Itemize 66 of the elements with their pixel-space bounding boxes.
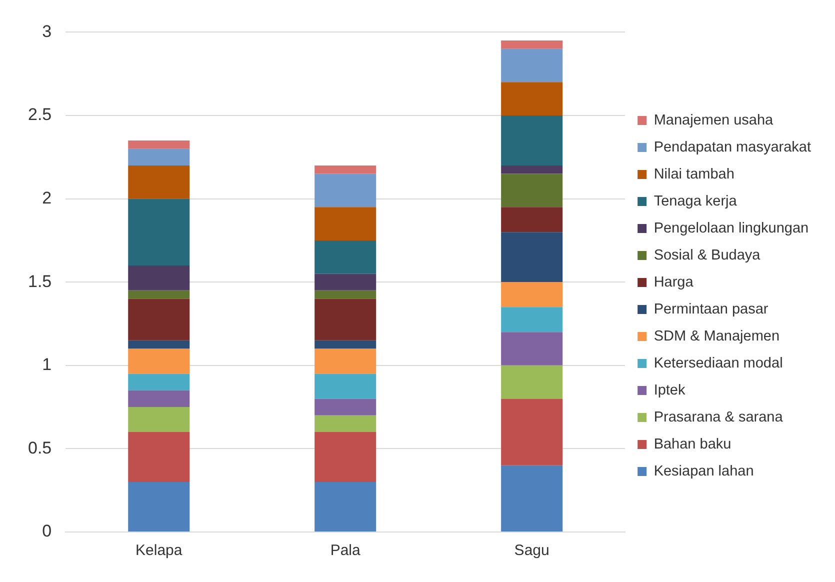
legend-label: SDM & Manajemen [654,328,780,344]
bar [314,398,376,416]
bar [314,174,376,208]
y-tick-label: 2.5 [28,105,52,124]
bar [314,274,376,290]
bar [501,307,563,332]
bar [501,48,563,82]
y-tick-label: 0.5 [28,438,52,458]
legend-label: Tenaga kerja [654,194,738,210]
legend-label: Kesiapan lahan [654,464,754,480]
bar [128,390,190,408]
bar [314,207,376,240]
legend-label: Permintaan pasar [654,302,768,318]
bar [501,174,563,208]
bar [314,340,376,349]
y-tick-label: 3 [42,22,52,41]
legend-label: Prasarana & sarana [654,410,784,426]
legend-label: Sosial & Budaya [654,248,762,264]
bar [128,340,190,349]
bar [314,240,376,274]
legend-label: Iptek [654,382,686,398]
bar [314,290,376,299]
bar [501,465,563,532]
x-tick-label: Pala [330,542,362,560]
bar [501,165,563,174]
bar [501,232,563,282]
bar [501,116,563,166]
legend-label: Pengelolaan lingkungan [654,220,809,236]
legend-label: Manajemen usaha [654,112,774,128]
bar [501,332,563,366]
legend-label: Ketersediaan modal [654,356,783,372]
bar [314,348,376,374]
y-tick-label: 2 [42,188,52,208]
bar [128,432,190,482]
bar [128,265,190,290]
bar [501,82,563,116]
bar [501,40,563,49]
bar [128,374,190,390]
y-tick-label: 1 [42,355,52,374]
bar [128,482,190,532]
bar [314,415,376,432]
legend-label: Nilai tambah [654,166,734,182]
x-tick-label: Kelapa [136,542,183,560]
bar [501,207,563,232]
bar [501,365,563,399]
bar [128,198,190,266]
bar [501,398,563,466]
y-tick-label: 1.5 [28,272,52,291]
legend-label: Pendapatan masyarakat [654,140,812,156]
bar [128,290,190,299]
bar [128,407,190,432]
bar [128,140,190,149]
bar [128,148,190,166]
legend-label: Bahan baku [654,436,732,452]
bar [314,298,376,340]
legend-label: Harga [654,274,694,290]
bar [128,165,190,199]
bar [314,432,376,482]
y-tick-label: 0 [42,522,52,541]
bar [501,282,563,308]
bar [128,298,190,340]
bar [314,374,376,399]
x-tick-label: Sagu [514,542,550,560]
bar [314,165,376,174]
bar [128,348,190,374]
bar [314,482,376,532]
